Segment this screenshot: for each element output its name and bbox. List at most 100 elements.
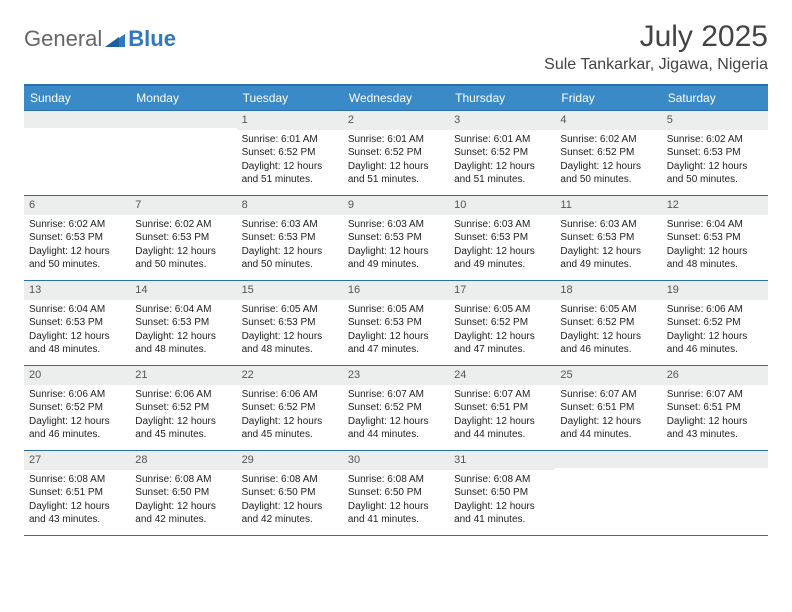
daylight-line: Daylight: 12 hours and 50 minutes. <box>29 245 125 272</box>
daylight-line: Daylight: 12 hours and 45 minutes. <box>242 415 338 442</box>
triangle-icon <box>105 31 125 47</box>
day-body: Sunrise: 6:02 AMSunset: 6:53 PMDaylight:… <box>130 215 236 276</box>
daylight-line: Daylight: 12 hours and 48 minutes. <box>135 330 231 357</box>
header: General Blue July 2025 Sule Tankarkar, J… <box>24 20 768 74</box>
day-body: Sunrise: 6:04 AMSunset: 6:53 PMDaylight:… <box>24 300 130 361</box>
day-cell: 18Sunrise: 6:05 AMSunset: 6:52 PMDayligh… <box>555 281 661 365</box>
sunset-line: Sunset: 6:50 PM <box>242 486 338 500</box>
sunset-line: Sunset: 6:52 PM <box>29 401 125 415</box>
sunrise-line: Sunrise: 6:03 AM <box>348 218 444 232</box>
month-title: July 2025 <box>544 20 768 54</box>
daylight-line: Daylight: 12 hours and 48 minutes. <box>667 245 763 272</box>
day-body: Sunrise: 6:04 AMSunset: 6:53 PMDaylight:… <box>662 215 768 276</box>
week-row: 13Sunrise: 6:04 AMSunset: 6:53 PMDayligh… <box>24 280 768 365</box>
day-cell: 30Sunrise: 6:08 AMSunset: 6:50 PMDayligh… <box>343 451 449 535</box>
sunset-line: Sunset: 6:52 PM <box>242 401 338 415</box>
day-cell: 14Sunrise: 6:04 AMSunset: 6:53 PMDayligh… <box>130 281 236 365</box>
daylight-line: Daylight: 12 hours and 49 minutes. <box>454 245 550 272</box>
day-number: 9 <box>343 196 449 215</box>
sunset-line: Sunset: 6:50 PM <box>348 486 444 500</box>
sunset-line: Sunset: 6:51 PM <box>667 401 763 415</box>
day-number: 27 <box>24 451 130 470</box>
day-number: 29 <box>237 451 343 470</box>
day-body: Sunrise: 6:05 AMSunset: 6:52 PMDaylight:… <box>449 300 555 361</box>
day-cell: 16Sunrise: 6:05 AMSunset: 6:53 PMDayligh… <box>343 281 449 365</box>
day-number: 1 <box>237 111 343 130</box>
daylight-line: Daylight: 12 hours and 41 minutes. <box>348 500 444 527</box>
day-body: Sunrise: 6:02 AMSunset: 6:53 PMDaylight:… <box>662 130 768 191</box>
day-cell <box>555 451 661 535</box>
day-cell <box>662 451 768 535</box>
sunset-line: Sunset: 6:53 PM <box>135 231 231 245</box>
weekday-label: Thursday <box>449 86 555 110</box>
day-body: Sunrise: 6:07 AMSunset: 6:52 PMDaylight:… <box>343 385 449 446</box>
sunrise-line: Sunrise: 6:03 AM <box>560 218 656 232</box>
day-cell: 6Sunrise: 6:02 AMSunset: 6:53 PMDaylight… <box>24 196 130 280</box>
sunset-line: Sunset: 6:50 PM <box>454 486 550 500</box>
week-row: 6Sunrise: 6:02 AMSunset: 6:53 PMDaylight… <box>24 195 768 280</box>
day-body: Sunrise: 6:02 AMSunset: 6:52 PMDaylight:… <box>555 130 661 191</box>
day-cell: 31Sunrise: 6:08 AMSunset: 6:50 PMDayligh… <box>449 451 555 535</box>
daylight-line: Daylight: 12 hours and 51 minutes. <box>242 160 338 187</box>
day-number: 23 <box>343 366 449 385</box>
day-cell: 22Sunrise: 6:06 AMSunset: 6:52 PMDayligh… <box>237 366 343 450</box>
sunrise-line: Sunrise: 6:06 AM <box>242 388 338 402</box>
daylight-line: Daylight: 12 hours and 43 minutes. <box>29 500 125 527</box>
sunrise-line: Sunrise: 6:06 AM <box>135 388 231 402</box>
sunset-line: Sunset: 6:53 PM <box>348 316 444 330</box>
day-number: 14 <box>130 281 236 300</box>
sunrise-line: Sunrise: 6:04 AM <box>29 303 125 317</box>
weekday-label: Tuesday <box>237 86 343 110</box>
sunset-line: Sunset: 6:53 PM <box>667 231 763 245</box>
sunrise-line: Sunrise: 6:02 AM <box>29 218 125 232</box>
day-cell <box>24 111 130 195</box>
day-cell: 24Sunrise: 6:07 AMSunset: 6:51 PMDayligh… <box>449 366 555 450</box>
sunrise-line: Sunrise: 6:01 AM <box>242 133 338 147</box>
day-body: Sunrise: 6:08 AMSunset: 6:50 PMDaylight:… <box>237 470 343 531</box>
week-row: 27Sunrise: 6:08 AMSunset: 6:51 PMDayligh… <box>24 450 768 536</box>
location: Sule Tankarkar, Jigawa, Nigeria <box>544 56 768 74</box>
sunset-line: Sunset: 6:52 PM <box>348 146 444 160</box>
sunset-line: Sunset: 6:51 PM <box>560 401 656 415</box>
sunrise-line: Sunrise: 6:08 AM <box>242 473 338 487</box>
day-body: Sunrise: 6:05 AMSunset: 6:52 PMDaylight:… <box>555 300 661 361</box>
day-cell: 25Sunrise: 6:07 AMSunset: 6:51 PMDayligh… <box>555 366 661 450</box>
daylight-line: Daylight: 12 hours and 44 minutes. <box>560 415 656 442</box>
sunset-line: Sunset: 6:52 PM <box>348 401 444 415</box>
daylight-line: Daylight: 12 hours and 47 minutes. <box>348 330 444 357</box>
daylight-line: Daylight: 12 hours and 45 minutes. <box>135 415 231 442</box>
daylight-line: Daylight: 12 hours and 44 minutes. <box>454 415 550 442</box>
day-number: 4 <box>555 111 661 130</box>
weekday-label: Monday <box>130 86 236 110</box>
sunrise-line: Sunrise: 6:03 AM <box>242 218 338 232</box>
day-cell: 8Sunrise: 6:03 AMSunset: 6:53 PMDaylight… <box>237 196 343 280</box>
day-body: Sunrise: 6:07 AMSunset: 6:51 PMDaylight:… <box>449 385 555 446</box>
sunrise-line: Sunrise: 6:04 AM <box>667 218 763 232</box>
day-cell: 13Sunrise: 6:04 AMSunset: 6:53 PMDayligh… <box>24 281 130 365</box>
daylight-line: Daylight: 12 hours and 43 minutes. <box>667 415 763 442</box>
day-body: Sunrise: 6:04 AMSunset: 6:53 PMDaylight:… <box>130 300 236 361</box>
day-number <box>555 451 661 468</box>
day-body: Sunrise: 6:06 AMSunset: 6:52 PMDaylight:… <box>130 385 236 446</box>
day-number: 30 <box>343 451 449 470</box>
day-cell: 29Sunrise: 6:08 AMSunset: 6:50 PMDayligh… <box>237 451 343 535</box>
day-body: Sunrise: 6:06 AMSunset: 6:52 PMDaylight:… <box>24 385 130 446</box>
day-cell: 3Sunrise: 6:01 AMSunset: 6:52 PMDaylight… <box>449 111 555 195</box>
day-body: Sunrise: 6:08 AMSunset: 6:50 PMDaylight:… <box>343 470 449 531</box>
day-body: Sunrise: 6:07 AMSunset: 6:51 PMDaylight:… <box>662 385 768 446</box>
day-body: Sunrise: 6:01 AMSunset: 6:52 PMDaylight:… <box>449 130 555 191</box>
day-cell: 28Sunrise: 6:08 AMSunset: 6:50 PMDayligh… <box>130 451 236 535</box>
day-body: Sunrise: 6:03 AMSunset: 6:53 PMDaylight:… <box>555 215 661 276</box>
sunset-line: Sunset: 6:53 PM <box>135 316 231 330</box>
sunset-line: Sunset: 6:53 PM <box>29 316 125 330</box>
sunset-line: Sunset: 6:53 PM <box>454 231 550 245</box>
day-body: Sunrise: 6:06 AMSunset: 6:52 PMDaylight:… <box>237 385 343 446</box>
sunrise-line: Sunrise: 6:05 AM <box>348 303 444 317</box>
daylight-line: Daylight: 12 hours and 46 minutes. <box>560 330 656 357</box>
day-number: 26 <box>662 366 768 385</box>
daylight-line: Daylight: 12 hours and 48 minutes. <box>29 330 125 357</box>
day-body: Sunrise: 6:05 AMSunset: 6:53 PMDaylight:… <box>343 300 449 361</box>
day-number: 22 <box>237 366 343 385</box>
sunrise-line: Sunrise: 6:05 AM <box>560 303 656 317</box>
daylight-line: Daylight: 12 hours and 44 minutes. <box>348 415 444 442</box>
